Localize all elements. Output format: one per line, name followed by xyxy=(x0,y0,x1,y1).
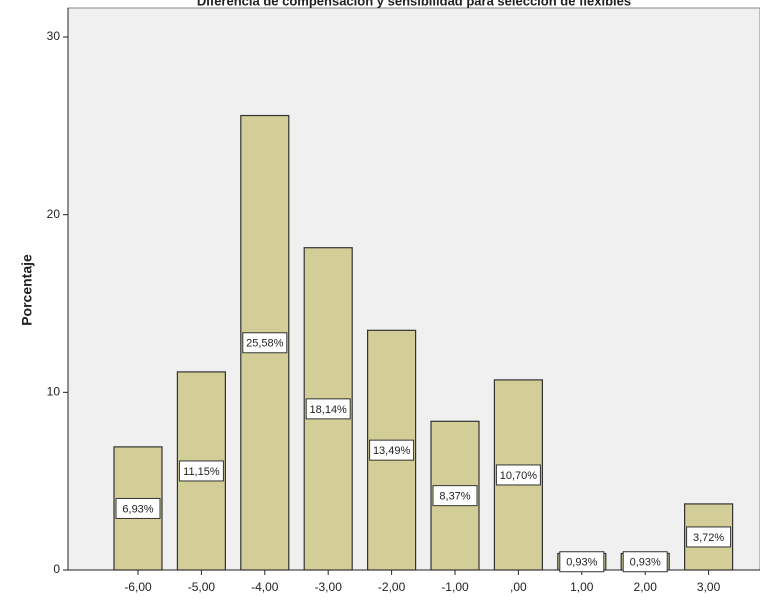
x-tick-label: -2,00 xyxy=(378,580,406,594)
x-tick-label: ,00 xyxy=(510,580,527,594)
y-axis-label: Porcentaje xyxy=(19,254,35,326)
value-label: 11,15% xyxy=(183,466,220,478)
value-label-box xyxy=(495,464,541,486)
y-tick-label: 20 xyxy=(47,207,61,221)
value-label: 3,72% xyxy=(693,532,724,544)
x-tick-label: -4,00 xyxy=(251,580,279,594)
y-tick-label: 10 xyxy=(47,385,61,399)
value-label-box xyxy=(559,551,605,573)
value-label: 25,58% xyxy=(246,338,284,350)
value-label-box xyxy=(242,332,288,354)
value-label: 6,93% xyxy=(122,503,153,515)
x-tick-label: -3,00 xyxy=(315,580,343,594)
value-label: 13,49% xyxy=(373,445,411,457)
value-label-box xyxy=(432,485,478,507)
y-tick-label: 30 xyxy=(47,29,61,43)
value-label-box xyxy=(369,439,415,461)
value-label-box xyxy=(622,551,668,573)
value-label: 10,70% xyxy=(500,470,538,482)
value-label-box xyxy=(178,460,224,482)
y-tick-label: 0 xyxy=(53,562,60,576)
value-label-box xyxy=(115,497,161,519)
x-tick-label: 2,00 xyxy=(634,580,658,594)
x-tick-label: 1,00 xyxy=(570,580,594,594)
value-label: 18,14% xyxy=(310,404,348,416)
x-tick-label: -1,00 xyxy=(441,580,469,594)
value-label-box xyxy=(686,526,732,548)
chart-title: Diferencia de compensación y sensibilida… xyxy=(197,0,631,8)
x-tick-label: 3,00 xyxy=(697,580,721,594)
value-label: 0,93% xyxy=(630,557,661,569)
value-label: 8,37% xyxy=(439,491,470,503)
x-tick-label: -5,00 xyxy=(188,580,216,594)
x-tick-label: -6,00 xyxy=(124,580,152,594)
value-label-box xyxy=(305,398,351,420)
value-label: 0,93% xyxy=(566,557,597,569)
